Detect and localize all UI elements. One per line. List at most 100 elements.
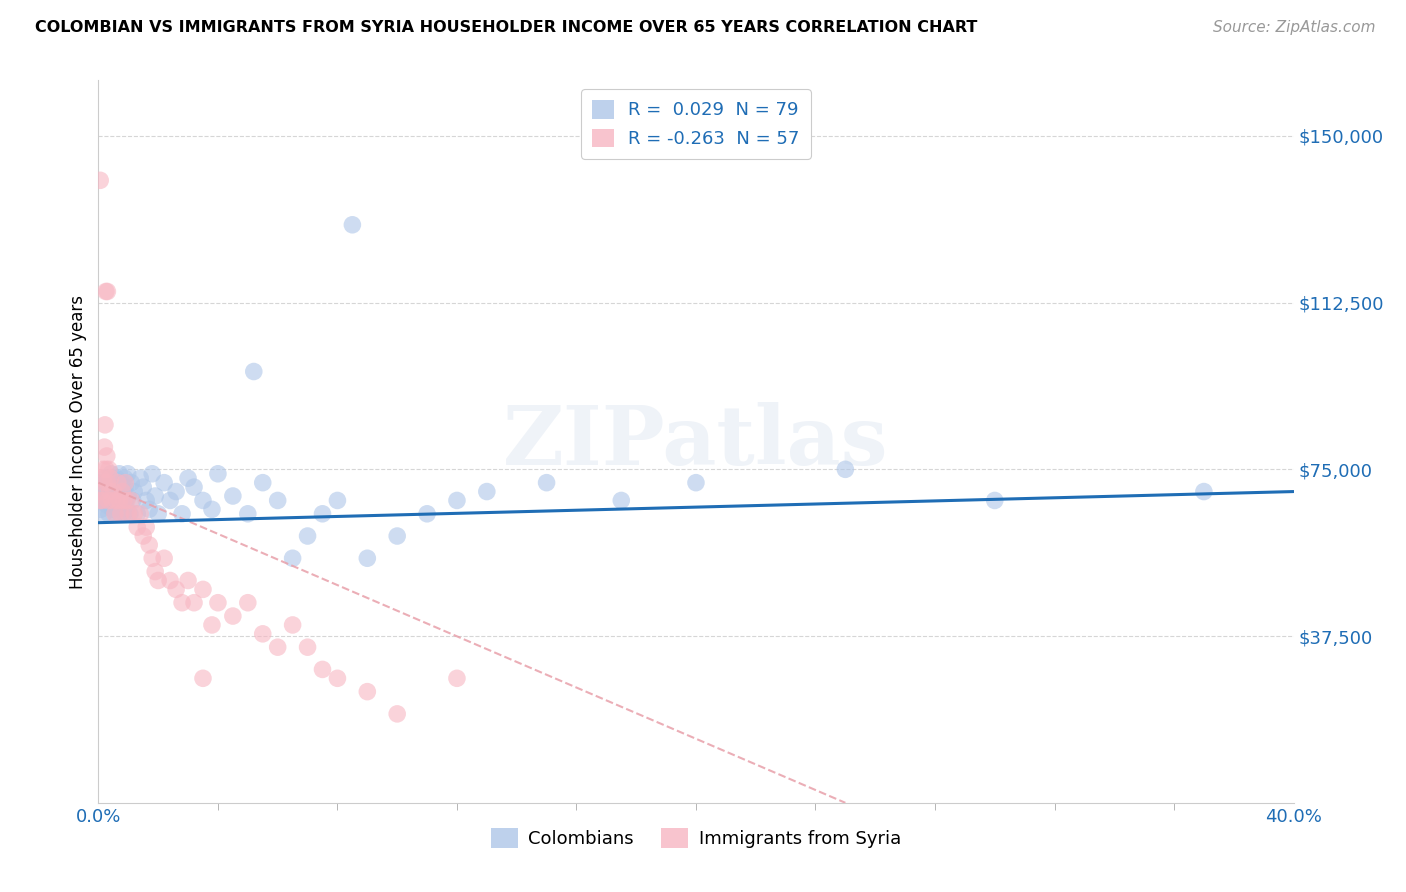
Point bbox=[183, 480, 205, 494]
Point bbox=[385, 529, 409, 543]
Point bbox=[129, 507, 152, 521]
Point bbox=[132, 480, 155, 494]
Point bbox=[127, 507, 149, 521]
Point bbox=[91, 493, 114, 508]
Point bbox=[98, 480, 121, 494]
Point bbox=[326, 493, 349, 508]
Point bbox=[98, 471, 122, 485]
Point bbox=[117, 507, 139, 521]
Point bbox=[97, 507, 120, 521]
Point bbox=[153, 475, 176, 490]
Point bbox=[1192, 484, 1215, 499]
Point bbox=[104, 507, 127, 521]
Text: ZIPatlas: ZIPatlas bbox=[503, 401, 889, 482]
Text: Source: ZipAtlas.com: Source: ZipAtlas.com bbox=[1212, 20, 1375, 35]
Point bbox=[112, 493, 135, 508]
Point bbox=[100, 467, 122, 481]
Point bbox=[111, 475, 134, 490]
Point bbox=[127, 520, 149, 534]
Point bbox=[138, 502, 160, 516]
Point bbox=[610, 493, 633, 508]
Point bbox=[120, 493, 142, 508]
Point bbox=[94, 462, 117, 476]
Point bbox=[141, 551, 163, 566]
Point bbox=[117, 489, 139, 503]
Point bbox=[108, 489, 131, 503]
Point bbox=[297, 529, 319, 543]
Point bbox=[446, 493, 468, 508]
Point bbox=[94, 484, 117, 499]
Point bbox=[177, 471, 200, 485]
Point bbox=[101, 493, 124, 508]
Point bbox=[110, 507, 132, 521]
Point bbox=[191, 493, 214, 508]
Point bbox=[243, 364, 266, 378]
Point bbox=[107, 502, 129, 516]
Point bbox=[103, 475, 125, 490]
Point bbox=[121, 493, 143, 508]
Point bbox=[117, 467, 139, 481]
Point bbox=[118, 507, 141, 521]
Point bbox=[93, 475, 115, 490]
Point bbox=[112, 507, 135, 521]
Point bbox=[107, 475, 129, 490]
Point bbox=[141, 467, 163, 481]
Point bbox=[311, 662, 333, 676]
Point bbox=[114, 471, 136, 485]
Point bbox=[93, 471, 115, 485]
Point bbox=[91, 462, 114, 476]
Point bbox=[165, 484, 187, 499]
Point bbox=[105, 493, 128, 508]
Point bbox=[207, 596, 229, 610]
Point bbox=[108, 467, 131, 481]
Point bbox=[252, 627, 274, 641]
Point bbox=[103, 484, 125, 499]
Point bbox=[446, 671, 468, 685]
Point bbox=[685, 475, 707, 490]
Point bbox=[281, 618, 304, 632]
Point bbox=[165, 582, 187, 597]
Point bbox=[103, 493, 125, 508]
Point bbox=[267, 640, 290, 655]
Point bbox=[252, 475, 274, 490]
Point bbox=[148, 507, 170, 521]
Point bbox=[281, 551, 304, 566]
Point bbox=[124, 484, 146, 499]
Point bbox=[124, 507, 146, 521]
Point bbox=[120, 475, 142, 490]
Point bbox=[115, 493, 138, 508]
Point bbox=[104, 484, 127, 499]
Point bbox=[236, 507, 259, 521]
Point bbox=[222, 609, 245, 624]
Point bbox=[111, 493, 134, 508]
Point bbox=[101, 502, 124, 516]
Point bbox=[96, 475, 118, 490]
Point bbox=[172, 507, 194, 521]
Point bbox=[97, 489, 120, 503]
Point bbox=[111, 484, 134, 499]
Point bbox=[89, 493, 111, 508]
Point bbox=[98, 493, 122, 508]
Point bbox=[326, 671, 349, 685]
Point bbox=[96, 449, 118, 463]
Point bbox=[91, 493, 114, 508]
Point bbox=[159, 493, 181, 508]
Point bbox=[114, 475, 136, 490]
Point bbox=[115, 502, 138, 516]
Point bbox=[385, 706, 409, 721]
Point bbox=[475, 484, 498, 499]
Point bbox=[148, 574, 170, 588]
Point bbox=[207, 467, 229, 481]
Point bbox=[311, 507, 333, 521]
Text: COLOMBIAN VS IMMIGRANTS FROM SYRIA HOUSEHOLDER INCOME OVER 65 YEARS CORRELATION : COLOMBIAN VS IMMIGRANTS FROM SYRIA HOUSE… bbox=[35, 20, 977, 35]
Point bbox=[90, 502, 112, 516]
Point bbox=[90, 484, 112, 499]
Point bbox=[135, 520, 157, 534]
Point bbox=[143, 565, 166, 579]
Point bbox=[93, 440, 115, 454]
Point bbox=[89, 493, 111, 508]
Point bbox=[356, 551, 378, 566]
Point bbox=[94, 493, 117, 508]
Point bbox=[159, 574, 181, 588]
Point bbox=[536, 475, 558, 490]
